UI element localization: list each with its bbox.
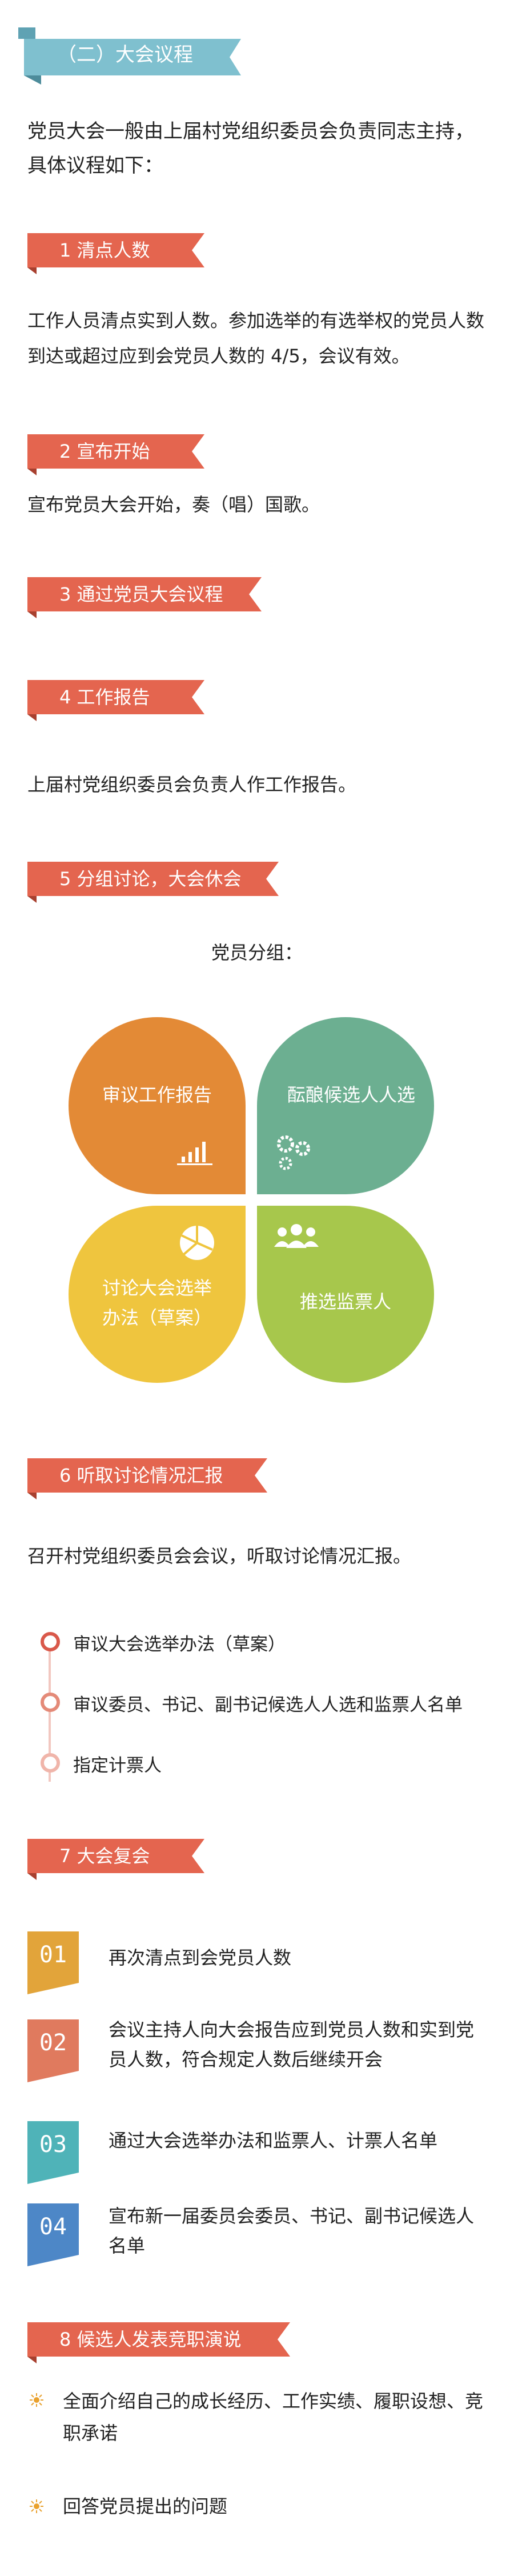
step-number-badge: 01 (27, 1931, 79, 1994)
group-label-4: 推选监票人 (299, 1291, 391, 1313)
timeline-item-1: 审议大会选举办法（草案） (73, 1634, 286, 1655)
section-tag-4: 4 工作报告 (27, 680, 204, 721)
step-number-badge: 02 (27, 2019, 79, 2082)
people-icon (272, 1223, 321, 1259)
section-4-text: 上届村党组织委员会负责人作工作报告。 (27, 774, 357, 795)
group-label-2: 酝酿候选人人选 (287, 1084, 415, 1106)
section-tag-label: 3 通过党员大会议程 (59, 583, 223, 605)
speech-point-1: 全面介绍自己的成长经历、工作实绩、履职设想、竞职承诺 (63, 2390, 484, 2444)
step-number: 02 (39, 2030, 67, 2056)
step-text: 再次清点到会党员人数 (109, 1947, 292, 1969)
step-number: 01 (39, 1942, 67, 1968)
section-tag-8: 8 候选人发表竞职演说 (27, 2322, 290, 2363)
step-number: 03 (39, 2131, 67, 2158)
section-tag-5: 5 分组讨论，大会休会 (27, 862, 279, 903)
section-tag-label: 4 工作报告 (59, 686, 150, 708)
step-text: 会议主持人向大会报告应到党员人数和实到党员人数，符合规定人数后继续开会 (109, 2019, 475, 2070)
header-title: （二）大会议程 (57, 43, 193, 66)
timeline-dot-2 (41, 1693, 60, 1712)
section-tag-label: 8 候选人发表竞职演说 (59, 2329, 242, 2350)
timeline-dot-1 (41, 1632, 60, 1651)
petal-scrutineers (257, 1206, 434, 1383)
step-number: 04 (39, 2214, 67, 2240)
timeline-item-3: 指定计票人 (73, 1755, 162, 1776)
gears-icon (273, 1131, 319, 1179)
section-tag-2: 2 宣布开始 (27, 434, 204, 475)
group-label-1: 审议工作报告 (102, 1084, 212, 1106)
step-number-badge: 03 (27, 2121, 79, 2184)
section-tag-6: 6 听取讨论情况汇报 (27, 1458, 267, 1499)
petal-candidates (257, 1017, 434, 1194)
section-tag-7: 7 大会复会 (27, 1839, 204, 1880)
header-ribbon (18, 27, 241, 85)
section-tag-label: 2 宣布开始 (59, 441, 150, 462)
sun-bullet-icon (30, 2499, 43, 2513)
step-text: 通过大会选举办法和监票人、计票人名单 (109, 2130, 438, 2151)
speech-point-2: 回答党员提出的问题 (63, 2495, 228, 2517)
section-tag-label: 7 大会复会 (59, 1845, 150, 1867)
section-tag-label: 6 听取讨论情况汇报 (59, 1465, 223, 1486)
petal-review-report (69, 1017, 246, 1194)
sun-bullet-icon (30, 2393, 43, 2407)
group-title: 党员分组： (211, 942, 303, 963)
intro-text: 党员大会一般由上届村党组织委员会负责同志主持，具体议程如下： (27, 120, 474, 177)
timeline-dot-3 (41, 1753, 60, 1773)
step-number-badge: 04 (27, 2203, 79, 2266)
step-text: 宣布新一届委员会委员、书记、副书记候选人名单 (109, 2205, 475, 2257)
section-tag-1: 1 清点人数 (27, 233, 204, 274)
section-6-text: 召开村党组织委员会会议，听取讨论情况汇报。 (27, 1545, 412, 1567)
timeline-item-2: 审议委员、书记、副书记候选人人选和监票人名单 (73, 1695, 463, 1715)
section-1-text: 工作人员清点实到人数。参加选举的有选举权的党员人数到达或超过应到会党员人数的 4… (27, 310, 485, 367)
section-tag-label: 5 分组讨论，大会休会 (59, 868, 242, 890)
section-tag-label: 1 清点人数 (59, 239, 150, 261)
group-label-3: 讨论大会选举 办法（草案） (102, 1277, 212, 1329)
pie-chart-icon (177, 1223, 217, 1265)
section-2-text: 宣布党员大会开始，奏（唱）国歌。 (27, 494, 320, 515)
bar-chart-icon (177, 1137, 218, 1168)
section-tag-3: 3 通过党员大会议程 (27, 577, 262, 618)
